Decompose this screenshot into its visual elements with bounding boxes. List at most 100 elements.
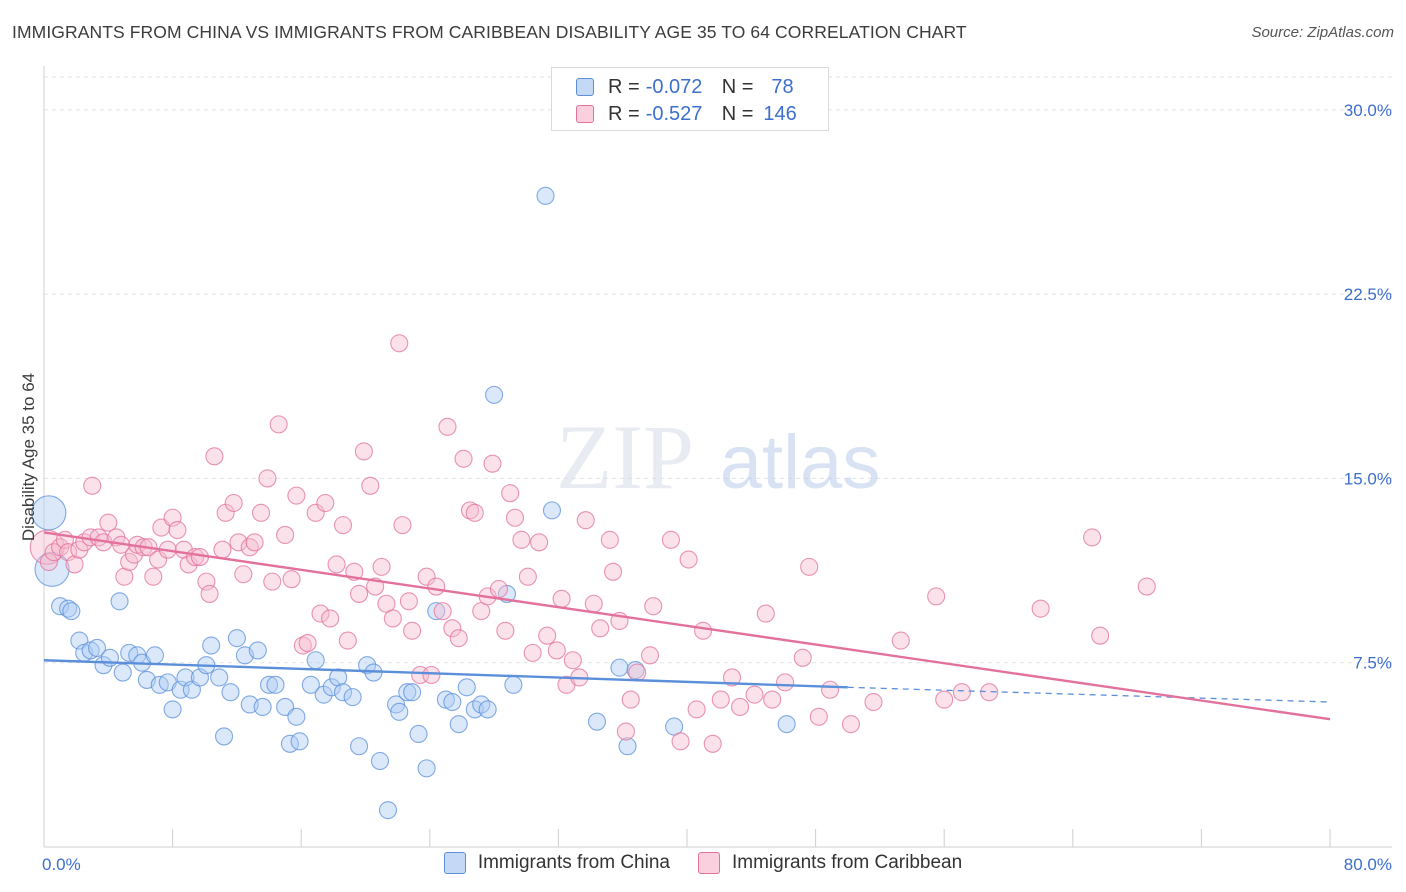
caribbean-point [83, 476, 102, 495]
caribbean-point [793, 648, 812, 667]
china-point [113, 663, 132, 682]
caribbean-point [213, 540, 232, 559]
china-point [306, 651, 325, 670]
caribbean-point [483, 454, 502, 473]
caribbean-point [417, 567, 436, 586]
china-point [266, 675, 285, 694]
watermark-atlas: atlas [720, 420, 881, 505]
stats-row-caribbean: R = -0.527 N = 146 [576, 101, 797, 127]
caribbean-point [809, 707, 828, 726]
caribbean-point [694, 621, 713, 640]
caribbean-point [354, 442, 373, 461]
r-value: -0.527 [645, 102, 703, 125]
caribbean-point [333, 516, 353, 535]
china-point [443, 692, 462, 712]
caribbean-point [518, 567, 537, 586]
caribbean-point [621, 690, 640, 709]
caribbean-point [530, 533, 549, 552]
caribbean-point [327, 555, 346, 574]
caribbean-point [433, 602, 452, 621]
caribbean-point [383, 609, 402, 628]
legend-label: Immigrants from China [477, 852, 670, 873]
trend-lines [43, 531, 1331, 721]
china-point [259, 675, 279, 694]
caribbean-swatch [576, 105, 594, 123]
caribbean-point [891, 631, 910, 650]
caribbean-point [763, 690, 782, 709]
caribbean-point [65, 555, 84, 574]
caribbean-point [269, 415, 288, 434]
watermark: ZIP atlas [556, 406, 880, 508]
caribbean-point [600, 530, 619, 549]
caribbean-point [1137, 577, 1156, 596]
caribbean-point [234, 565, 253, 584]
china-point [253, 697, 272, 716]
legend-item-caribbean[interactable]: Immigrants from Caribbean [697, 852, 962, 874]
caribbean-point [644, 597, 663, 616]
series-legend: Immigrants from China Immigrants from Ca… [0, 852, 1406, 874]
china-swatch [443, 852, 466, 874]
caribbean-point [293, 636, 312, 655]
caribbean-point [1031, 599, 1050, 618]
caribbean-point [538, 626, 557, 645]
china-point [378, 801, 398, 820]
caribbean-point [298, 634, 317, 653]
caribbean-point [800, 557, 819, 576]
caribbean-point [229, 533, 248, 552]
r-label: R = [608, 102, 640, 125]
n-label: N = [721, 102, 754, 125]
caribbean-point [661, 530, 680, 549]
caribbean-point [179, 555, 198, 574]
caribbean-point [604, 562, 623, 581]
china-point [417, 759, 436, 778]
caribbean-point [311, 604, 330, 623]
caribbean-point [287, 486, 306, 505]
caribbean-point [205, 447, 224, 466]
china-point [163, 700, 182, 719]
china-point [221, 683, 240, 702]
caribbean-point [399, 592, 418, 611]
caribbean-point [361, 476, 380, 495]
n-value: 146 [763, 102, 797, 125]
china-point [504, 675, 523, 694]
caribbean-point [251, 503, 271, 522]
legend-item-china[interactable]: Immigrants from China [443, 852, 670, 874]
y-tick-label: 30.0% [1344, 101, 1392, 120]
axes [43, 66, 1392, 848]
china-point [59, 599, 78, 618]
caribbean-point [263, 572, 282, 591]
china-point [403, 683, 422, 702]
caribbean-point [200, 584, 219, 603]
caribbean-point [321, 609, 340, 628]
china-point [62, 602, 81, 621]
caribbean-point [591, 619, 610, 638]
tick-labels: 7.5% 15.0% 22.5% 30.0% 0.0% 80.0% [42, 101, 1392, 874]
china-point [358, 656, 377, 675]
caribbean-point [496, 621, 515, 640]
china-point [478, 700, 497, 719]
caribbean-point [703, 734, 722, 753]
china-point [587, 712, 607, 731]
china-point [145, 646, 164, 665]
china-point [214, 727, 234, 746]
n-value: 78 [771, 75, 794, 98]
china-point [485, 385, 504, 404]
caribbean-point [841, 715, 861, 734]
caribbean-point [403, 621, 422, 640]
caribbean-point [460, 501, 480, 520]
caribbean-point [927, 587, 946, 606]
caribbean-point [640, 646, 660, 665]
caribbean-point [282, 570, 301, 589]
caribbean-point [584, 594, 603, 613]
caribbean-point [422, 665, 441, 685]
caribbean-point [821, 680, 840, 699]
china-point [370, 751, 390, 771]
caribbean-point [115, 567, 134, 586]
china-point [87, 638, 107, 658]
caribbean-swatch [697, 852, 720, 874]
caribbean-trend-line [43, 531, 1331, 721]
data-points [29, 186, 1156, 820]
y-axis-label: Disability Age 35 to 64 [19, 373, 38, 541]
china-point [618, 737, 637, 756]
china-point [610, 658, 629, 677]
